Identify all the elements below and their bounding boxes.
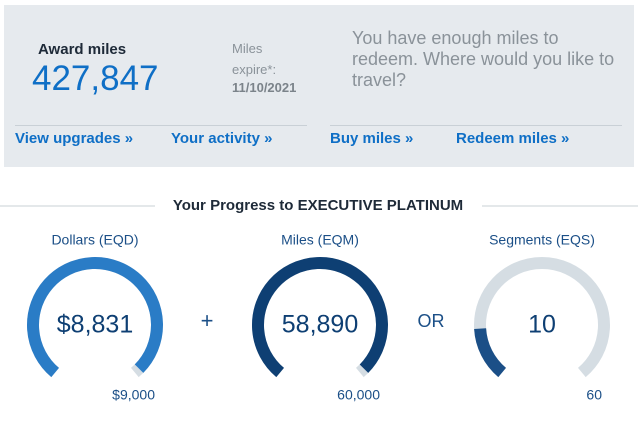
link[interactable]: Your activity » [171, 130, 273, 147]
gauge-label: Dollars (EQD) [51, 232, 138, 248]
message: You have enough miles to redeem. Where w… [352, 28, 615, 90]
link[interactable]: Redeem miles » [456, 130, 570, 147]
divider [15, 125, 307, 126]
award-label: Award miles [38, 41, 127, 58]
gauge-value: 10 [528, 311, 556, 339]
award-miles: 427,847 [32, 59, 159, 98]
gauge-progress [252, 257, 388, 378]
gauge-value: 58,890 [282, 311, 358, 339]
gauge-max: 60 [586, 387, 602, 403]
gauge-track [474, 257, 610, 378]
gauge-max: $9,000 [112, 387, 155, 403]
gauge-track [27, 257, 163, 378]
gauge-value: $8,831 [57, 311, 133, 339]
expire-date: 11/10/2021 [232, 80, 297, 95]
gauge-progress [27, 257, 163, 378]
link[interactable]: Buy miles » [330, 130, 414, 147]
link[interactable]: View upgrades » [15, 130, 134, 147]
gauge-max: 60,000 [337, 387, 380, 403]
operator: OR [418, 311, 445, 331]
gauge-label: Miles (EQM) [281, 232, 359, 248]
expire-label: Miles expire*: [232, 41, 277, 77]
gauge-label: Segments (EQS) [489, 232, 595, 248]
divider [330, 125, 622, 126]
gauge-track [252, 257, 388, 378]
operator: + [201, 308, 214, 333]
progress-title: Your Progress to EXECUTIVE PLATINUM [173, 197, 463, 214]
award-panel: Award miles 427,847 Miles expire*: 11/10… [4, 5, 634, 167]
gauge-progress [474, 327, 507, 378]
